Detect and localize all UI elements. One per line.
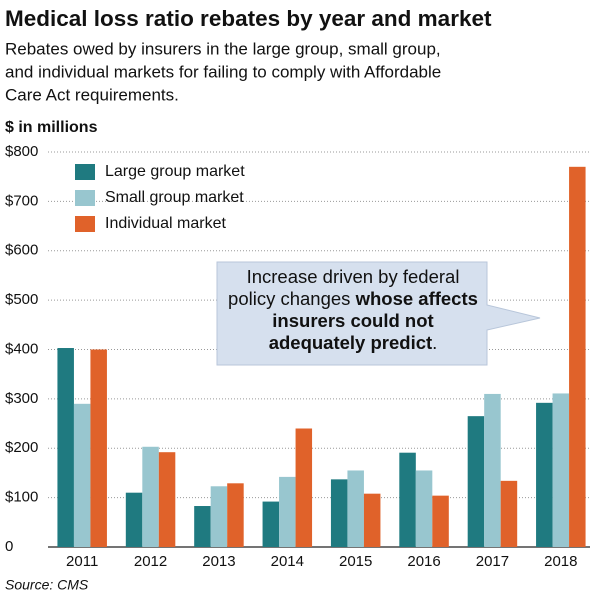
bar: [57, 348, 74, 547]
bar: [500, 480, 518, 547]
x-tick-label: 2014: [271, 553, 304, 570]
legend-label: Small group market: [105, 189, 244, 206]
y-tick-label: $700: [5, 192, 38, 209]
y-axis-label: $ in millions: [5, 119, 98, 136]
bar: [158, 452, 176, 547]
bar: [279, 476, 296, 547]
x-tick-label: 2012: [134, 553, 167, 570]
bar: [347, 470, 364, 547]
annotation-text: .: [432, 332, 438, 353]
annotation-text: Increase driven by federal policy change…: [228, 266, 460, 309]
legend-swatch: [75, 216, 95, 232]
bar: [484, 393, 501, 547]
x-tick-label: 2018: [544, 553, 577, 570]
bar: [399, 452, 416, 547]
legend-label: Large group market: [105, 163, 245, 180]
bar: [210, 486, 228, 547]
bar: [536, 402, 553, 547]
legend-swatch: [75, 164, 95, 180]
y-tick-label: $100: [5, 489, 38, 506]
bar: [569, 166, 586, 547]
chart-title: Medical loss ratio rebates by year and m…: [5, 6, 492, 31]
subtitle: and individual markets for failing to co…: [5, 62, 441, 81]
bar: [142, 446, 159, 547]
x-tick-label: 2017: [476, 553, 509, 570]
bar: [73, 403, 91, 547]
bar: [194, 506, 211, 547]
x-tick-label: 2015: [339, 553, 372, 570]
bar: [432, 495, 449, 547]
y-tick-label: $400: [5, 340, 38, 357]
annotation-box: [216, 261, 541, 366]
y-tick-label: $600: [5, 242, 38, 259]
legend-label: Individual market: [105, 215, 227, 232]
legend-swatch: [75, 190, 95, 206]
y-tick-label: $800: [5, 143, 38, 160]
bar: [467, 416, 485, 547]
annotation-text: whose affects insurers could not adequat…: [268, 288, 478, 353]
x-tick-label: 2016: [407, 553, 440, 570]
subtitle: Rebates owed by insurers in the large gr…: [5, 39, 441, 58]
x-tick-label: 2013: [202, 553, 235, 570]
source: Source: CMS: [5, 577, 89, 593]
y-tick-label: $300: [5, 390, 38, 407]
bar: [295, 428, 313, 547]
bar: [90, 349, 107, 547]
bar: [415, 470, 433, 547]
bar: [227, 483, 244, 547]
annotation: Increase driven by federal policy change…: [222, 266, 484, 354]
bar: [330, 479, 348, 547]
y-tick-label: $500: [5, 291, 38, 308]
bar: [262, 501, 280, 547]
bar: [552, 393, 570, 547]
subtitle: Care Act requirements.: [5, 85, 179, 104]
x-tick-label: 2011: [66, 553, 98, 570]
bar: [125, 492, 143, 547]
y-tick-label: $200: [5, 439, 38, 456]
bar: [363, 493, 381, 547]
y-tick-label: 0: [5, 538, 13, 555]
